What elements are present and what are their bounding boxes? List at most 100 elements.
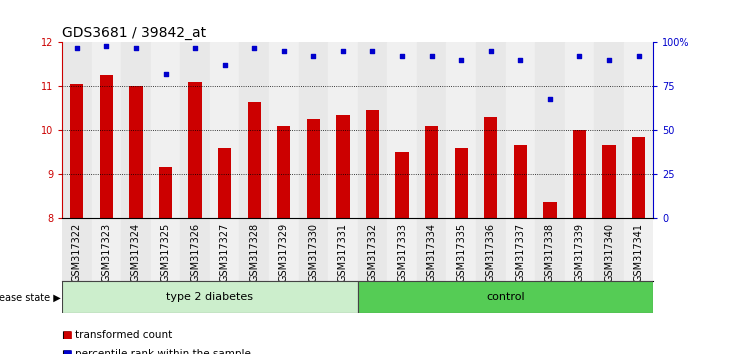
- Point: [337, 48, 349, 54]
- Bar: [239, 218, 269, 281]
- Bar: [476, 218, 505, 281]
- Text: GSM317328: GSM317328: [249, 223, 259, 282]
- Text: control: control: [486, 292, 525, 302]
- Point: [574, 54, 585, 59]
- Bar: [307, 119, 320, 218]
- Text: GSM317323: GSM317323: [101, 223, 112, 282]
- Bar: [358, 42, 388, 218]
- Text: ■ percentile rank within the sample: ■ percentile rank within the sample: [62, 349, 251, 354]
- Bar: [565, 218, 594, 281]
- Bar: [277, 126, 291, 218]
- Point: [307, 54, 319, 59]
- Text: GSM317324: GSM317324: [131, 223, 141, 282]
- Text: GDS3681 / 39842_at: GDS3681 / 39842_at: [62, 26, 206, 40]
- Bar: [247, 102, 261, 218]
- Text: GSM317333: GSM317333: [397, 223, 407, 282]
- Bar: [121, 218, 151, 281]
- Text: disease state ▶: disease state ▶: [0, 292, 61, 302]
- Point: [278, 48, 290, 54]
- Bar: [447, 218, 476, 281]
- Bar: [543, 202, 556, 218]
- Text: GSM317329: GSM317329: [279, 223, 289, 282]
- Text: GSM317332: GSM317332: [367, 223, 377, 282]
- Bar: [602, 145, 615, 218]
- Bar: [484, 117, 497, 218]
- Bar: [514, 145, 527, 218]
- Bar: [476, 42, 505, 218]
- Text: GSM317327: GSM317327: [220, 223, 230, 282]
- Bar: [62, 218, 92, 281]
- Text: GSM317331: GSM317331: [338, 223, 348, 282]
- Bar: [358, 218, 388, 281]
- Point: [456, 57, 467, 63]
- Point: [515, 57, 526, 63]
- Bar: [299, 218, 328, 281]
- Point: [603, 57, 615, 63]
- Text: GSM317334: GSM317334: [426, 223, 437, 282]
- Text: GSM317339: GSM317339: [575, 223, 585, 282]
- Bar: [299, 42, 328, 218]
- Bar: [455, 148, 468, 218]
- Bar: [188, 82, 201, 218]
- Point: [633, 54, 645, 59]
- FancyBboxPatch shape: [358, 281, 653, 313]
- Bar: [328, 42, 358, 218]
- Bar: [388, 218, 417, 281]
- Text: GSM317322: GSM317322: [72, 223, 82, 282]
- Bar: [565, 42, 594, 218]
- Bar: [62, 42, 92, 218]
- Text: GSM317341: GSM317341: [634, 223, 644, 282]
- Bar: [210, 218, 239, 281]
- Bar: [632, 137, 645, 218]
- Bar: [151, 42, 180, 218]
- Point: [248, 45, 260, 51]
- Text: GSM317335: GSM317335: [456, 223, 466, 282]
- Text: GSM317336: GSM317336: [485, 223, 496, 282]
- Bar: [239, 42, 269, 218]
- Bar: [92, 218, 121, 281]
- Bar: [447, 42, 476, 218]
- Point: [426, 54, 437, 59]
- Bar: [417, 218, 447, 281]
- Bar: [506, 218, 535, 281]
- Point: [189, 45, 201, 51]
- Bar: [594, 218, 624, 281]
- Text: GSM317330: GSM317330: [308, 223, 318, 282]
- Bar: [210, 42, 239, 218]
- Text: GSM317338: GSM317338: [545, 223, 555, 282]
- Bar: [366, 110, 379, 218]
- Bar: [180, 42, 210, 218]
- Bar: [129, 86, 142, 218]
- Bar: [151, 218, 180, 281]
- Bar: [535, 42, 565, 218]
- Bar: [70, 84, 83, 218]
- Point: [396, 54, 408, 59]
- Bar: [337, 115, 350, 218]
- Bar: [269, 218, 299, 281]
- Bar: [573, 130, 586, 218]
- Point: [485, 48, 496, 54]
- Bar: [506, 42, 535, 218]
- Text: GSM317326: GSM317326: [190, 223, 200, 282]
- Text: ■ transformed count: ■ transformed count: [62, 330, 172, 339]
- Bar: [388, 42, 417, 218]
- Bar: [218, 148, 231, 218]
- Point: [101, 43, 112, 49]
- Text: GSM317337: GSM317337: [515, 223, 526, 282]
- Bar: [417, 42, 447, 218]
- Point: [219, 62, 231, 68]
- Point: [544, 96, 556, 101]
- Bar: [624, 218, 653, 281]
- Text: type 2 diabetes: type 2 diabetes: [166, 292, 253, 302]
- Text: GSM317325: GSM317325: [161, 223, 171, 282]
- Bar: [396, 152, 409, 218]
- Point: [130, 45, 142, 51]
- Bar: [425, 126, 438, 218]
- Bar: [594, 42, 624, 218]
- Point: [71, 45, 82, 51]
- FancyBboxPatch shape: [62, 281, 358, 313]
- Point: [366, 48, 378, 54]
- Bar: [269, 42, 299, 218]
- Bar: [624, 42, 653, 218]
- Bar: [92, 42, 121, 218]
